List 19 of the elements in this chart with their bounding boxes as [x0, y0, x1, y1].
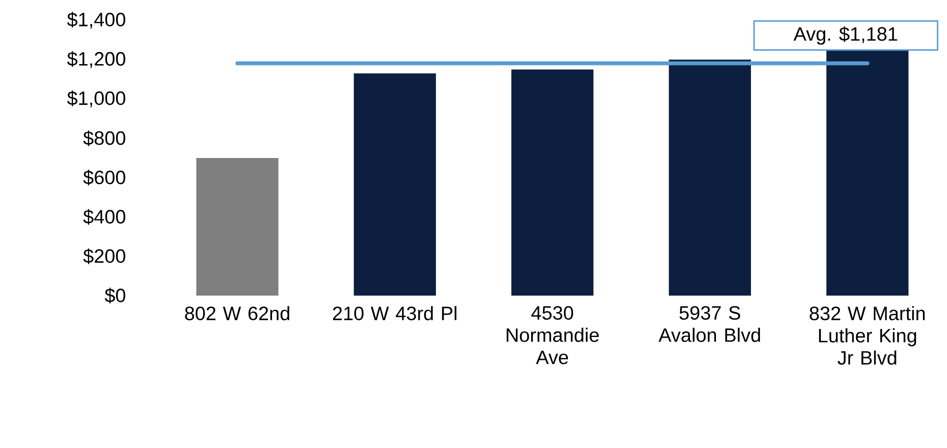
- x-tick-label: 832 W Martin Luther King Jr Blvd: [810, 306, 925, 365]
- y-tick-label: $1,200: [67, 51, 126, 68]
- bar: [354, 73, 436, 296]
- bar: [826, 50, 908, 296]
- y-tick-label: $1,000: [67, 90, 126, 108]
- bar: [668, 60, 751, 296]
- y-tick-label: $800: [83, 130, 126, 146]
- x-tick-label: 4530 Normandie Ave: [506, 306, 599, 364]
- y-tick-label: $400: [83, 209, 126, 225]
- ref-line-label: Avg. $1,181: [794, 26, 898, 45]
- y-tick-label: $0: [104, 288, 126, 304]
- y-tick-label: $600: [83, 170, 126, 186]
- x-tick-label: 5937 S Avalon Blvd: [658, 306, 760, 342]
- x-tick-label: 802 W 62nd: [185, 306, 290, 320]
- y-tick-label: $1,400: [67, 12, 126, 29]
- bar: [511, 69, 594, 296]
- y-tick-label: $200: [83, 248, 126, 264]
- x-tick-label: 210 W 43rd Pl: [333, 306, 456, 320]
- bar: [196, 158, 278, 296]
